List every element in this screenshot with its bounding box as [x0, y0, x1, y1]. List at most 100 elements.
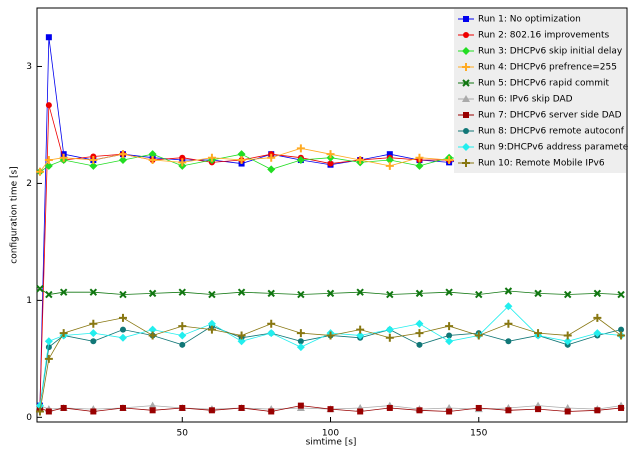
- marker: [564, 408, 571, 415]
- marker: [593, 329, 602, 338]
- marker: [237, 150, 246, 159]
- marker: [296, 144, 305, 153]
- legend-marker: [463, 128, 469, 134]
- legend-label: Run 5: DHCPv6 rapid commit: [478, 79, 610, 89]
- marker: [504, 302, 513, 311]
- marker: [593, 289, 602, 298]
- marker: [415, 289, 424, 298]
- marker: [89, 329, 98, 338]
- marker: [45, 408, 52, 415]
- marker: [534, 289, 542, 298]
- legend-label: Run 1: No optimization: [478, 15, 581, 25]
- marker: [44, 354, 53, 363]
- marker: [36, 284, 44, 293]
- marker: [148, 289, 157, 298]
- marker: [59, 329, 68, 338]
- marker: [474, 331, 483, 340]
- marker: [297, 290, 305, 299]
- series-line: [39, 405, 622, 410]
- marker: [148, 156, 157, 165]
- y-tick-label: 0: [26, 413, 32, 423]
- legend-label: Run 8: DHCPv6 remote autoconf: [478, 127, 625, 137]
- marker: [357, 408, 364, 415]
- marker: [178, 331, 187, 340]
- plot-frame: [36, 7, 628, 423]
- marker: [44, 161, 53, 170]
- series-line: [39, 317, 622, 412]
- marker: [563, 337, 572, 346]
- marker: [207, 319, 216, 328]
- legend-marker: [463, 32, 469, 38]
- marker: [415, 161, 424, 170]
- legend-marker: [462, 143, 470, 151]
- marker: [237, 337, 246, 346]
- marker: [386, 404, 393, 411]
- marker: [415, 319, 424, 328]
- marker: [90, 338, 97, 345]
- marker: [386, 290, 394, 299]
- marker: [208, 290, 216, 299]
- marker: [45, 290, 53, 299]
- marker: [45, 34, 52, 41]
- marker: [296, 329, 305, 338]
- legend-marker: [463, 112, 469, 118]
- marker: [504, 319, 513, 328]
- legend-marker: [462, 63, 470, 71]
- x-tick-label: 100: [322, 429, 339, 439]
- marker: [208, 407, 215, 414]
- legend-label: Run 3: DHCPv6 skip initial delay: [478, 47, 623, 57]
- series-line: [39, 288, 622, 295]
- marker: [385, 325, 394, 334]
- marker: [297, 402, 304, 409]
- marker: [445, 337, 454, 346]
- marker: [618, 326, 625, 333]
- marker: [563, 290, 572, 299]
- marker: [35, 407, 44, 416]
- marker: [356, 331, 365, 340]
- marker: [618, 404, 625, 411]
- marker: [45, 344, 52, 351]
- y-tick-label: 2: [26, 179, 32, 189]
- x-tick-label: 50: [177, 429, 189, 439]
- legend-label: Run 9:DHCPv6 address parameters: [478, 143, 629, 153]
- y-tick-label: 3: [26, 62, 32, 72]
- marker: [385, 161, 394, 170]
- marker: [119, 404, 126, 411]
- marker: [178, 322, 187, 331]
- marker: [385, 156, 394, 165]
- marker: [297, 338, 304, 345]
- marker: [594, 407, 601, 414]
- legend-marker: [462, 47, 470, 55]
- marker: [445, 288, 453, 296]
- y-axis-label: configuration time [s]: [10, 166, 20, 263]
- legend-marker: [462, 79, 470, 87]
- marker: [296, 156, 305, 165]
- marker: [148, 401, 157, 409]
- marker: [535, 406, 542, 413]
- marker: [118, 333, 127, 342]
- marker: [504, 287, 513, 295]
- marker: [356, 156, 365, 165]
- marker: [505, 338, 512, 345]
- marker: [563, 331, 572, 340]
- marker: [593, 313, 602, 322]
- marker: [35, 167, 44, 176]
- legend-box: [454, 9, 626, 173]
- marker: [179, 154, 186, 161]
- marker: [207, 325, 216, 334]
- marker: [237, 331, 246, 340]
- marker: [267, 289, 275, 298]
- marker: [89, 288, 98, 296]
- legend-label: Run 6: IPv6 skip DAD: [478, 95, 573, 105]
- marker: [327, 160, 334, 167]
- marker: [416, 407, 423, 414]
- marker: [326, 150, 335, 159]
- marker: [415, 153, 424, 162]
- marker: [118, 156, 127, 165]
- marker: [118, 313, 127, 322]
- marker: [326, 289, 335, 298]
- marker: [178, 288, 186, 296]
- marker: [148, 325, 157, 334]
- marker: [268, 408, 275, 415]
- marker: [267, 153, 276, 162]
